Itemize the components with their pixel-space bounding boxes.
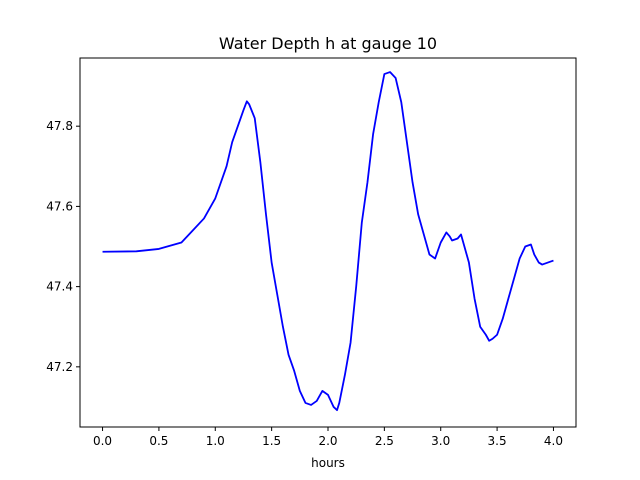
x-tick-label: 2.5 bbox=[375, 434, 394, 448]
x-tick-label: 2.0 bbox=[318, 434, 337, 448]
series-line-0 bbox=[102, 71, 554, 412]
x-tick-label: 4.0 bbox=[544, 434, 563, 448]
x-tick-label: 3.0 bbox=[431, 434, 450, 448]
chart-title: Water Depth h at gauge 10 bbox=[219, 34, 437, 53]
plot-frame bbox=[79, 57, 577, 428]
y-tick-label: 47.6 bbox=[46, 199, 73, 213]
x-axis-label: hours bbox=[311, 456, 345, 470]
x-axis: 0.0 0.5 1.0 1.5 2.0 2.5 3.0 3.5 4.0 bbox=[93, 427, 563, 448]
y-tick-label: 47.4 bbox=[46, 280, 73, 294]
x-tick-label: 1.0 bbox=[206, 434, 225, 448]
x-tick-label: 0.5 bbox=[149, 434, 168, 448]
y-axis: 47.2 47.4 47.6 47.8 bbox=[46, 119, 80, 374]
y-tick-label: 47.2 bbox=[46, 360, 73, 374]
plot-area bbox=[102, 71, 554, 412]
x-tick-label: 3.5 bbox=[488, 434, 507, 448]
x-tick-label: 1.5 bbox=[262, 434, 281, 448]
y-tick-label: 47.8 bbox=[46, 119, 73, 133]
x-tick-label: 0.0 bbox=[93, 434, 112, 448]
